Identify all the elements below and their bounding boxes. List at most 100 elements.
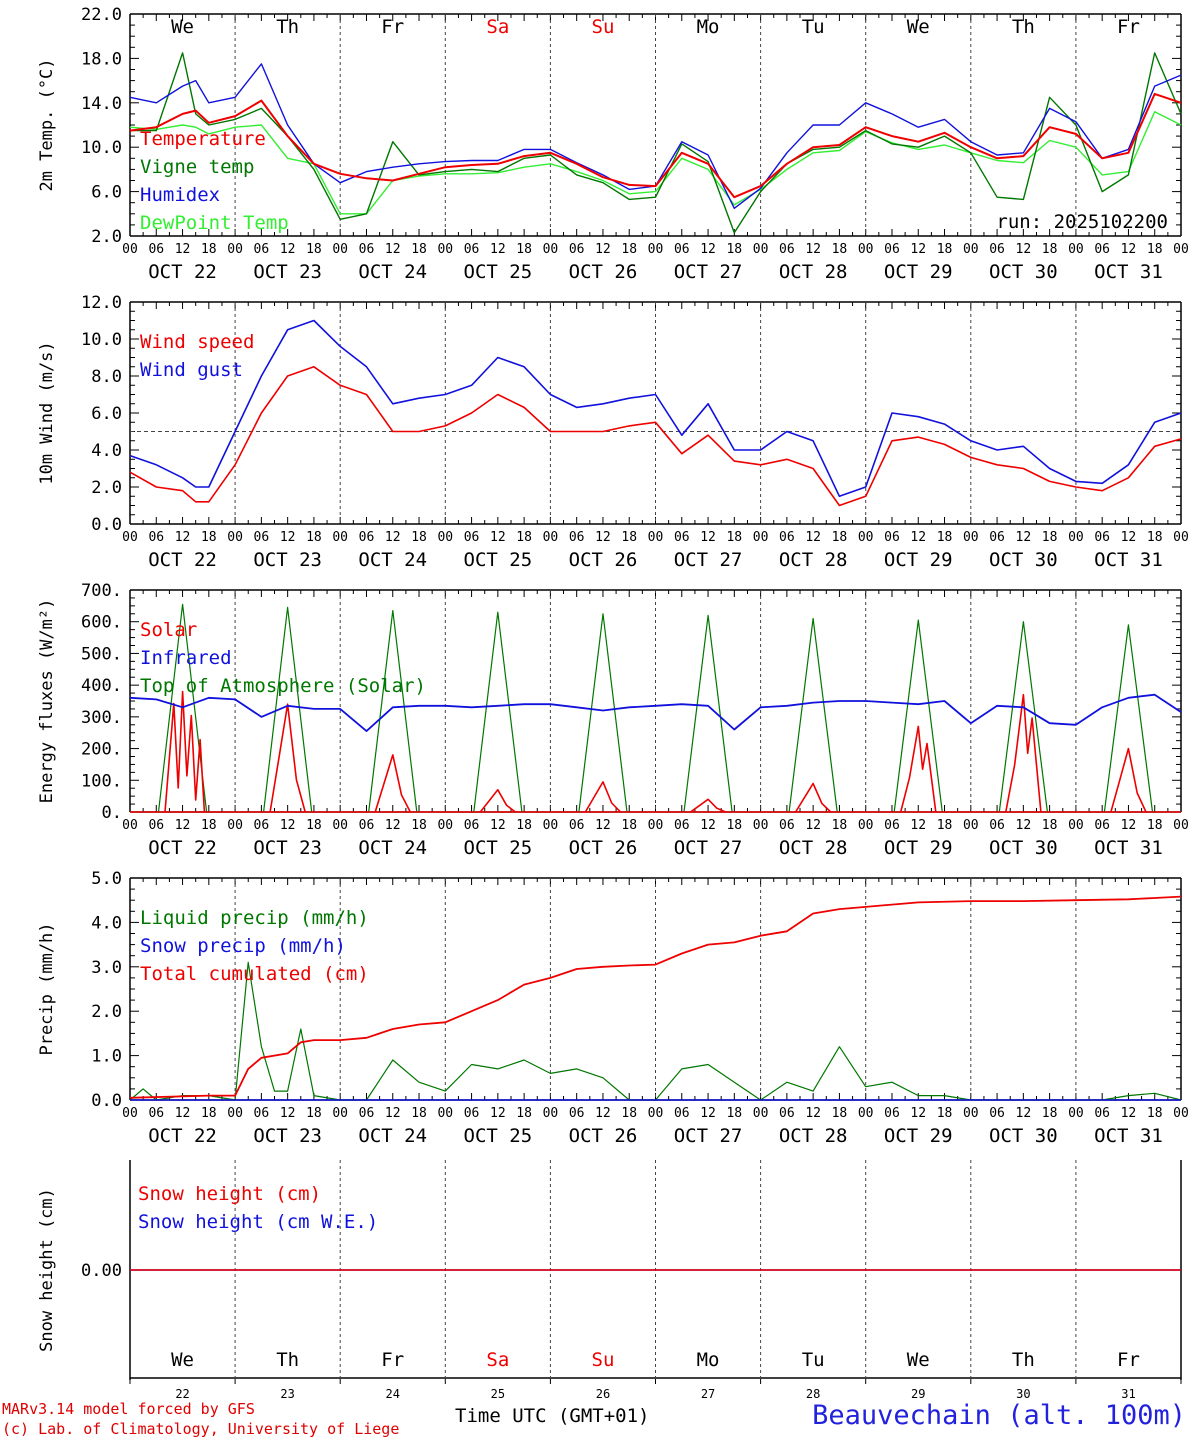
legend-humidex: Humidex [140,184,220,206]
date-label: OCT 30 [989,261,1058,283]
hour-tick-label: 12 [385,1106,401,1121]
y-tick-label: 10.0 [81,138,122,158]
hour-tick-label: 12 [595,818,611,833]
hour-tick-label: 18 [621,242,637,257]
hour-tick-label: 00 [437,530,453,545]
y-axis-label: Precip (mm/h) [37,922,57,1055]
hour-tick-label: 00 [753,818,769,833]
hour-tick-label: 06 [779,1106,795,1121]
day-number-label: 30 [1016,1387,1030,1401]
model-credit: MARv3.14 model forced by GFS [2,1400,255,1418]
date-label: OCT 28 [779,837,848,859]
hour-tick-label: 06 [569,242,585,257]
date-label: OCT 30 [989,837,1058,859]
hour-tick-label: 18 [306,818,322,833]
hour-tick-label: 18 [411,1106,427,1121]
date-label: OCT 30 [989,1125,1058,1147]
hour-tick-label: 06 [359,530,375,545]
weekday-label: We [907,1349,930,1371]
y-tick-label: 8.0 [91,367,122,387]
weekday-label: Mo [697,1349,720,1371]
weekday-label: Sa [486,1349,509,1371]
series-top-of-atmosphere-solar-day [893,619,943,813]
y-tick-label: 2.0 [91,1002,122,1022]
date-label: OCT 22 [148,837,217,859]
hour-tick-label: 00 [332,818,348,833]
hour-tick-label: 18 [1042,242,1058,257]
date-label: OCT 22 [148,261,217,283]
hour-tick-label: 06 [779,818,795,833]
y-tick-label: 14.0 [81,94,122,114]
y-tick-label: 3.0 [91,958,122,978]
weekday-label: We [171,1349,194,1371]
y-axis-label: 10m Wind (m/s) [37,341,57,484]
hour-tick-label: 18 [832,1106,848,1121]
hour-tick-label: 12 [595,530,611,545]
y-tick-label: 2.0 [91,227,122,247]
series-wind-gust [129,319,1182,498]
hour-tick-label: 12 [1016,818,1032,833]
y-tick-label: 400. [81,676,122,696]
hour-tick-label: 06 [779,530,795,545]
legend-vigne-temp: Vigne temp [140,156,254,178]
hour-tick-label: 06 [989,1106,1005,1121]
y-tick-label: 6.0 [91,404,122,424]
hour-tick-label: 00 [227,818,243,833]
hour-tick-label: 00 [648,242,664,257]
series-temperature [129,92,1182,199]
date-label: OCT 22 [148,549,217,571]
hour-tick-label: 18 [411,530,427,545]
hour-tick-label: 00 [332,242,348,257]
hour-tick-label: 06 [359,1106,375,1121]
date-label: OCT 31 [1094,837,1163,859]
hour-tick-label: 12 [910,242,926,257]
hour-tick-label: 06 [989,530,1005,545]
y-tick-label: 12.0 [81,293,122,313]
hour-tick-label: 06 [674,242,690,257]
run-label: run: 2025102200 [996,211,1168,233]
hour-tick-label: 06 [148,530,164,545]
y-tick-label: 200. [81,740,122,760]
hour-tick-label: 18 [201,1106,217,1121]
day-number-label: 29 [911,1387,925,1401]
hour-tick-label: 00 [1068,1106,1084,1121]
hour-tick-label: 18 [832,530,848,545]
series-solar-day [374,754,412,813]
series-dewpoint-temp [129,110,1182,215]
date-label: OCT 31 [1094,1125,1163,1147]
hour-tick-label: 12 [700,530,716,545]
legend-infrared: Infrared [140,647,232,669]
y-tick-label: 500. [81,644,122,664]
series-top-of-atmosphere-solar-day [578,613,628,813]
hour-tick-label: 00 [648,530,664,545]
date-label: OCT 25 [464,261,533,283]
hour-tick-label: 12 [385,818,401,833]
hour-tick-label: 00 [332,1106,348,1121]
hour-tick-label: 06 [569,1106,585,1121]
y-tick-label: 10.0 [81,330,122,350]
hour-tick-label: 06 [464,242,480,257]
hour-tick-label: 00 [122,242,138,257]
hour-tick-label: 00 [858,818,874,833]
series-solar-day [1110,747,1147,813]
hour-tick-label: 00 [543,530,559,545]
legend-total-cumulated-cm-: Total cumulated (cm) [140,963,369,985]
hour-tick-label: 00 [753,530,769,545]
hour-tick-label: 12 [175,818,191,833]
legend-dewpoint-temp: DewPoint Temp [140,212,289,234]
hour-tick-label: 06 [884,1106,900,1121]
hour-tick-label: 00 [858,530,874,545]
hour-tick-label: 12 [280,242,296,257]
y-tick-label: 6.0 [91,183,122,203]
legend-liquid-precip-mm-h-: Liquid precip (mm/h) [140,907,369,929]
series-total-cumulated [129,895,1182,1099]
hour-tick-label: 06 [464,1106,480,1121]
y-tick-label: 600. [81,613,122,633]
date-label: OCT 27 [674,261,743,283]
hour-tick-label: 00 [122,818,138,833]
weekday-label: Fr [1117,1349,1140,1371]
series-wind-speed [129,365,1182,507]
hour-tick-label: 18 [516,242,532,257]
hour-tick-label: 12 [910,818,926,833]
